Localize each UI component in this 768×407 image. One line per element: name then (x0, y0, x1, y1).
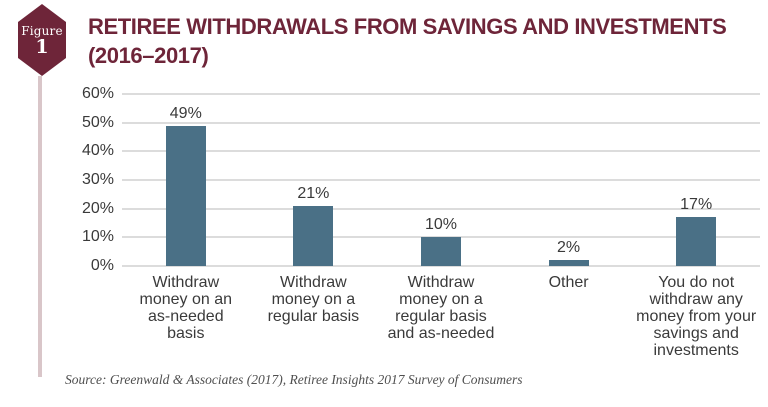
bar-value-label: 17% (680, 196, 713, 214)
gridline (122, 265, 760, 267)
y-axis-tick-label: 20% (81, 199, 114, 217)
bar-value-label: 2% (557, 239, 581, 257)
category-label: You do not withdraw any money from your … (636, 274, 757, 359)
bar-column: 17% You do not withdraw any money from yo… (632, 94, 760, 359)
gridline (122, 207, 760, 210)
y-axis: 0% 10% 20% 30% 40% 50% 60% (40, 85, 114, 274)
gridline (122, 93, 760, 95)
bar-value-label: 10% (424, 216, 457, 234)
accent-stem-line (38, 76, 42, 377)
category-label: Withdraw money on an as-needed basis (139, 274, 233, 342)
bar (420, 237, 461, 266)
bar-value-label: 49% (169, 104, 202, 122)
bar-value-label: 21% (297, 184, 330, 202)
figure-title-line1: RETIREE WITHDRAWALS FROM SAVINGS AND INV… (88, 14, 727, 39)
figure-badge-number: 1 (35, 36, 49, 59)
bar-column: 2% Other (505, 94, 633, 291)
category-label: Other (548, 274, 589, 291)
bar-column: 10% Withdraw money on a regular basis and… (377, 94, 505, 342)
bar (548, 260, 589, 266)
y-axis-tick-label: 0% (90, 257, 114, 274)
bar-chart-plot-area: 49% Withdraw money on an as-needed basis 2… (122, 93, 760, 359)
figure-badge-text: Figure 1 (18, 4, 66, 76)
bar (165, 125, 206, 266)
figure-title: RETIREE WITHDRAWALS FROM SAVINGS AND INV… (88, 12, 727, 70)
category-label: Withdraw money on a regular basis and as… (387, 274, 495, 342)
gridline (122, 121, 760, 124)
source-citation: Source: Greenwald & Associates (2017), R… (65, 372, 523, 387)
y-axis-tick-label: 40% (81, 142, 114, 160)
gridline (122, 150, 760, 153)
bar (676, 217, 717, 266)
figure-title-line2: (2016–2017) (88, 43, 209, 68)
hexagon-icon (18, 4, 66, 76)
y-axis-tick-label: 10% (81, 228, 114, 246)
y-axis-tick-label: 50% (81, 113, 114, 131)
y-axis-tick-label: 30% (81, 171, 114, 188)
y-axis-tick-label: 60% (81, 85, 114, 102)
category-label: Withdraw money on a regular basis (267, 274, 360, 325)
figure-badge-label: Figure (21, 24, 63, 39)
bar (293, 205, 334, 266)
bar-column: 49% Withdraw money on an as-needed basis (122, 94, 250, 342)
gridline (122, 179, 760, 181)
figure-badge: Figure 1 (18, 4, 66, 76)
bar-column: 21% Withdraw money on a regular basis (250, 94, 378, 325)
